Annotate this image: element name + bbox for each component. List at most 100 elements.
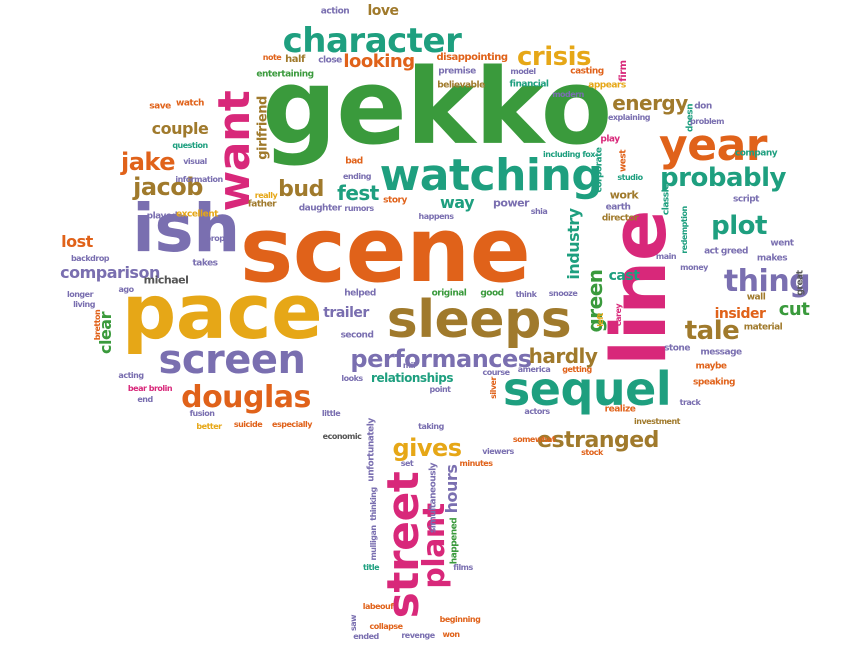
word-prop: prop <box>205 234 225 243</box>
word-comparison: comparison <box>60 263 160 282</box>
word-thing: thing <box>723 264 811 299</box>
word-message: message <box>700 347 742 358</box>
word-disappointing: disappointing <box>436 52 508 63</box>
word-speaking: speaking <box>693 377 735 388</box>
word-hardly: hardly <box>528 344 598 368</box>
word-money: money <box>680 263 708 272</box>
word-looking: looking <box>343 51 415 72</box>
word-investment: investment <box>634 417 680 426</box>
word-west: west <box>618 149 629 173</box>
word-ish: ish <box>132 190 240 267</box>
word-sleeps: sleeps <box>386 290 572 350</box>
word-material: material <box>743 322 783 333</box>
word-fest: fest <box>337 181 379 205</box>
word-cast: cast <box>608 268 640 284</box>
word-plot: plot <box>711 211 767 241</box>
word-ended: ended <box>353 632 379 641</box>
word-better: better <box>196 422 222 431</box>
word-jacob: jacob <box>133 173 203 201</box>
word-films: films <box>453 563 473 572</box>
word-story: story <box>383 195 407 206</box>
word-michael: michael <box>143 273 189 287</box>
word-collapse: collapse <box>369 622 403 631</box>
word-earth: earth <box>605 202 631 213</box>
word-played: played <box>146 211 178 222</box>
word-play: play <box>600 134 620 145</box>
word-act-greed: act greed <box>704 246 748 257</box>
word-character: character <box>282 21 462 61</box>
word-lost: lost <box>61 232 93 251</box>
word-estranged: estranged <box>537 428 659 453</box>
word-revenge: revenge <box>401 631 435 640</box>
word-including-fox: including fox <box>543 150 595 159</box>
word-shia: shia <box>530 207 548 216</box>
word-original: original <box>431 288 467 299</box>
word-work: work <box>609 188 639 202</box>
word-thinking: thinking <box>369 487 378 521</box>
word-visual: visual <box>183 157 207 166</box>
word-course: course <box>482 368 510 377</box>
word-saw: saw <box>349 614 358 632</box>
word-screen: screen <box>158 337 306 383</box>
word-save: save <box>149 101 171 112</box>
word-close: close <box>318 55 342 66</box>
word-script: script <box>733 194 759 205</box>
word-insider: insider <box>714 306 766 322</box>
word-looks: looks <box>341 374 363 383</box>
word-love: love <box>367 3 399 19</box>
word-taking: taking <box>418 422 444 431</box>
word-crisis: crisis <box>516 42 592 72</box>
word-title: title <box>362 563 380 572</box>
word-modern: modern <box>552 90 584 99</box>
word-power: power <box>493 196 529 210</box>
word-backdrop: backdrop <box>70 254 110 263</box>
word-helped: helped <box>344 288 376 299</box>
word-redemption: redemption <box>680 206 689 254</box>
word-especially: especially <box>272 420 312 429</box>
word-bear-brolin: bear brolin <box>127 384 173 393</box>
word-makes: makes <box>756 253 788 264</box>
word-went: went <box>770 238 794 249</box>
word-firm: firm <box>618 60 629 82</box>
word-wall: wall <box>746 292 766 303</box>
word-cut: cut <box>778 299 810 320</box>
word-classic: classic <box>661 184 672 216</box>
word-watching: watching <box>379 150 603 201</box>
word-end: end <box>137 395 153 404</box>
word-pace: pace <box>121 267 323 356</box>
word-set: set <box>400 459 414 468</box>
word-suicide: suicide <box>233 420 263 429</box>
word-industry: industry <box>564 208 583 280</box>
word-snooze: snooze <box>548 289 578 298</box>
word-model: model <box>510 67 536 76</box>
word-director: director <box>601 213 639 224</box>
word-action: action <box>320 6 350 17</box>
word-relationships: relationships <box>371 371 453 385</box>
word-don: don <box>694 101 712 112</box>
word-probably: probably <box>660 163 786 193</box>
word-track: track <box>679 398 701 407</box>
word-note: note <box>262 53 282 62</box>
word-fusion: fusion <box>189 409 215 418</box>
word-ago: ago <box>118 285 134 294</box>
word-little: little <box>321 409 341 418</box>
word-stone: stone <box>664 343 690 354</box>
word-trailer: trailer <box>323 305 369 321</box>
word-maybe: maybe <box>695 361 727 372</box>
word-longer: longer <box>66 290 94 299</box>
word-information: information <box>175 175 223 184</box>
word-simultaneously: simultaneously <box>428 462 439 534</box>
word-daughter: daughter <box>298 203 342 214</box>
word-bad: bad <box>345 156 363 167</box>
word-way: way <box>439 193 475 212</box>
word-girlfriend: girlfriend <box>255 96 271 160</box>
word-silver: silver <box>489 377 498 399</box>
word-casting: casting <box>570 66 604 77</box>
word-jake: jake <box>120 148 176 176</box>
word-watch: watch <box>176 98 204 109</box>
word-second: second <box>340 330 374 341</box>
word-gekko: gekko <box>262 46 612 168</box>
word-father: father <box>247 199 277 210</box>
word-minutes: minutes <box>459 459 493 468</box>
